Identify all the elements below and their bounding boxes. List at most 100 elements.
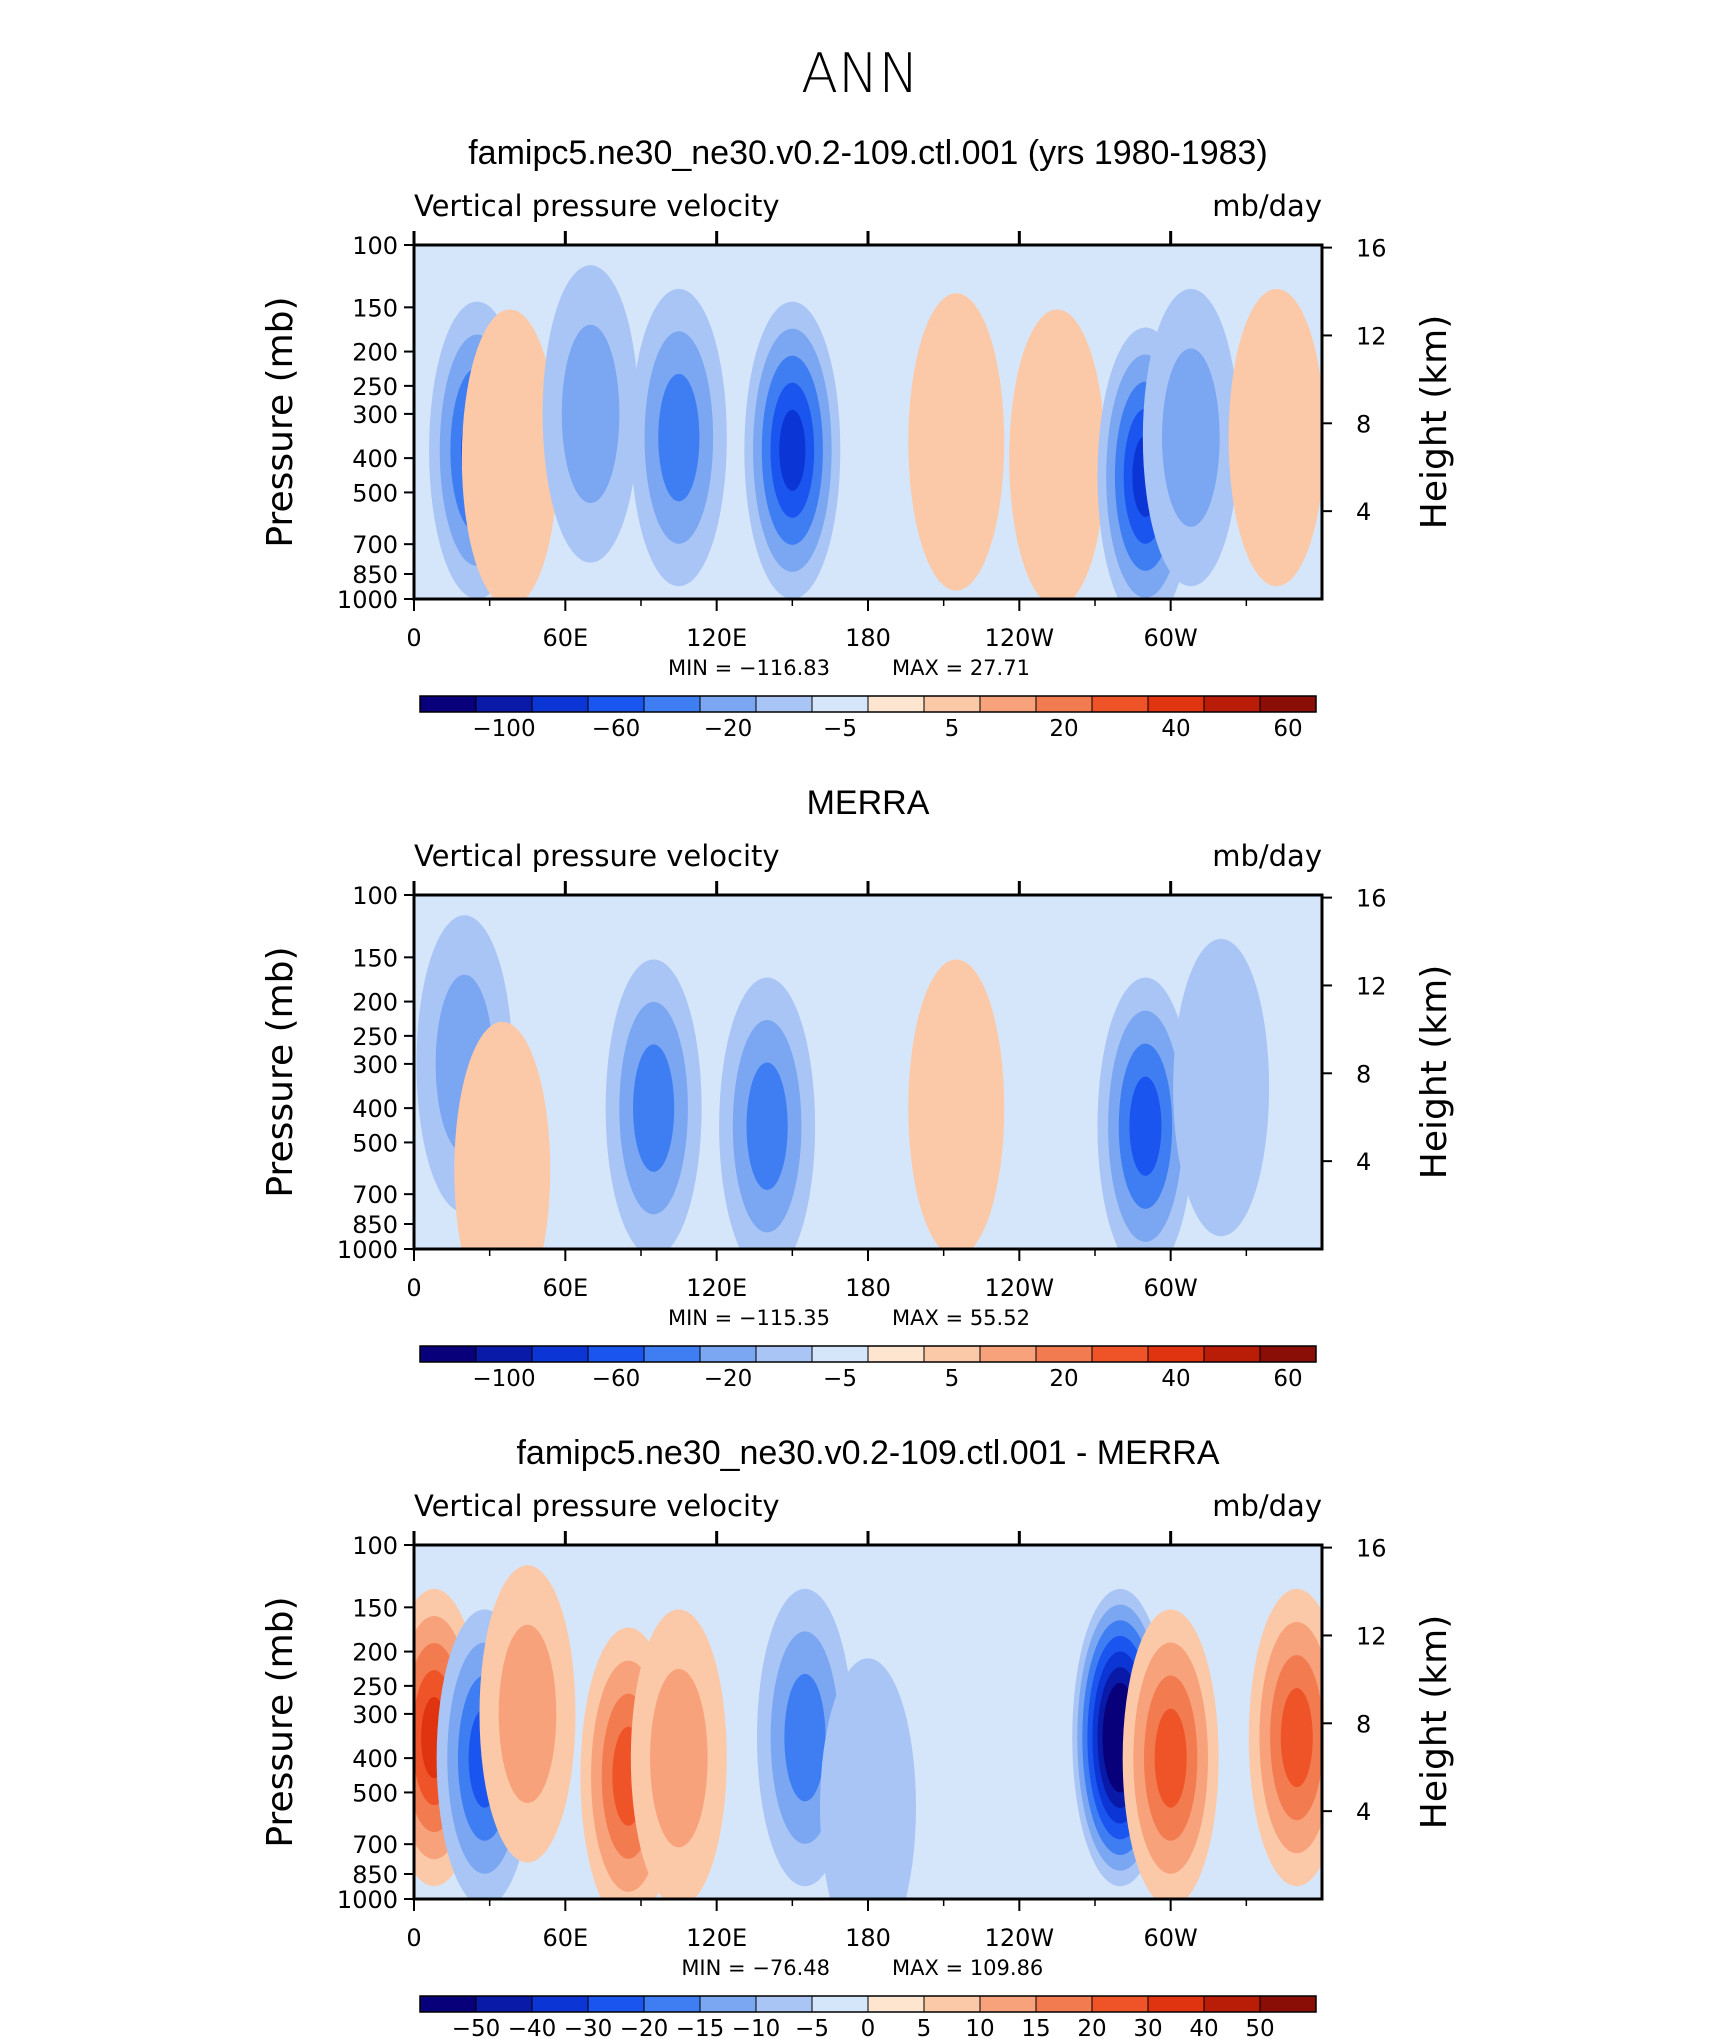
colorbar-swatch — [755, 1345, 813, 1363]
colorbar-swatch — [811, 695, 869, 713]
y-tick-label: 500 — [352, 1779, 398, 1807]
y-tick-label: 700 — [352, 1831, 398, 1859]
colorbar-swatch — [1091, 1345, 1149, 1363]
colorbar-label: −5 — [795, 2016, 829, 2038]
colorbar-swatch — [531, 695, 589, 713]
x-tick-label: 180 — [845, 1924, 891, 1952]
y2-tick-label: 8 — [1356, 410, 1371, 438]
colorbar-swatch — [475, 695, 533, 713]
x-tick-label: 60W — [1144, 1274, 1198, 1302]
colorbar-label: 60 — [1273, 716, 1302, 742]
left-string: Vertical pressure velocity — [414, 189, 780, 223]
colorbar-swatch — [587, 1995, 645, 2013]
colorbar-label: 40 — [1189, 2016, 1218, 2038]
colorbar-swatch — [979, 695, 1037, 713]
colorbar-label: 50 — [1245, 2016, 1274, 2038]
y-tick-label: 300 — [352, 401, 398, 429]
colorbar-label: −50 — [452, 2016, 501, 2038]
colorbar-swatch — [587, 695, 645, 713]
colorbar-label: 5 — [917, 2016, 932, 2038]
x-tick-label: 120W — [985, 1924, 1055, 1952]
colorbar-frame — [419, 1995, 1317, 2013]
contour-level-5-1 — [908, 959, 1005, 1249]
contour-level-4-3 — [746, 1062, 788, 1190]
y2-tick-label: 8 — [1356, 1060, 1371, 1088]
y-tick-label: 250 — [352, 1673, 398, 1701]
right-string: mb/day — [1212, 189, 1322, 223]
y-tick-label: 200 — [352, 989, 398, 1017]
contour-level-6-4 — [1129, 1076, 1162, 1176]
colorbar-swatch — [699, 1995, 757, 2013]
colorbar-label: −10 — [732, 2016, 781, 2038]
right-string: mb/day — [1212, 1489, 1322, 1523]
y-tick-label: 1000 — [337, 586, 398, 614]
colorbar-label: 10 — [965, 2016, 994, 2038]
y-tick-label: 200 — [352, 339, 398, 367]
colorbar-swatch — [979, 1995, 1037, 2013]
y2-tick-label: 12 — [1356, 1622, 1387, 1650]
contour-level-5-2 — [650, 1668, 708, 1848]
colorbar-label: −30 — [564, 2016, 613, 2038]
colorbar-swatch — [811, 1995, 869, 2013]
colorbar-swatch — [1203, 1995, 1261, 2013]
colorbar-label: 40 — [1161, 716, 1190, 742]
contour-level-3-3 — [633, 1044, 675, 1172]
y-tick-label: 100 — [352, 232, 398, 260]
colorbar-swatch — [699, 695, 757, 713]
contour-level-3-2 — [498, 1624, 557, 1804]
colorbar-swatch — [419, 1995, 477, 2013]
colorbar-label: −100 — [472, 716, 535, 742]
x-tick-label: 60E — [542, 624, 588, 652]
colorbar-swatch — [643, 1345, 701, 1363]
contour-level-10-4 — [1280, 1688, 1313, 1788]
colorbar-swatch — [1259, 1995, 1317, 2013]
y-tick-label: 1000 — [337, 1236, 398, 1264]
panel-title: famipc5.ne30_ne30.v0.2-109.ctl.001 (yrs … — [468, 134, 1268, 172]
y-axis-label: Pressure (mb) — [260, 1596, 301, 1847]
colorbar-swatch — [531, 1345, 589, 1363]
x-tick-label: 120W — [985, 1274, 1055, 1302]
colorbar-swatch — [755, 695, 813, 713]
colorbar-label: 20 — [1077, 2016, 1106, 2038]
contour-level-6-3 — [784, 1673, 826, 1802]
colorbar-label: 5 — [945, 716, 960, 742]
min-value: MIN = −115.35 — [668, 1306, 830, 1330]
colorbar-swatch — [1203, 1345, 1261, 1363]
y2-axis-label: Height (km) — [1414, 1615, 1455, 1829]
y-tick-label: 850 — [352, 1861, 398, 1889]
x-tick-label: 0 — [406, 624, 421, 652]
panel-2: MERRA Vertical pressure velocity mb/day 100… — [260, 784, 1455, 1392]
x-tick-label: 120E — [686, 624, 747, 652]
colorbar-swatch — [979, 1345, 1037, 1363]
colorbar-label: −60 — [592, 716, 641, 742]
left-string: Vertical pressure velocity — [414, 839, 780, 873]
contour-level-9-4 — [1154, 1708, 1187, 1808]
contour-level-2-1 — [454, 1021, 551, 1249]
y2-tick-label: 4 — [1356, 1798, 1371, 1826]
colorbar-label: −5 — [823, 716, 857, 742]
colorbar-swatch — [1259, 695, 1317, 713]
left-string: Vertical pressure velocity — [414, 1489, 780, 1523]
colorbar-swatch — [1035, 695, 1093, 713]
y2-tick-label: 16 — [1356, 885, 1387, 913]
colorbar-frame — [419, 695, 1317, 713]
colorbar-swatch — [867, 695, 925, 713]
min-value: MIN = −116.83 — [668, 656, 830, 680]
y-tick-label: 850 — [352, 561, 398, 589]
panel-title: famipc5.ne30_ne30.v0.2-109.ctl.001 - MER… — [516, 1434, 1219, 1472]
y-tick-label: 400 — [352, 445, 398, 473]
y-tick-label: 700 — [352, 1181, 398, 1209]
x-tick-label: 60E — [542, 1274, 588, 1302]
colorbar-label: 30 — [1133, 2016, 1162, 2038]
colorbar-swatch — [1147, 695, 1205, 713]
contour-level-7-1 — [1009, 309, 1106, 599]
y2-tick-label: 16 — [1356, 1535, 1387, 1563]
colorbar-swatch — [923, 1995, 981, 2013]
colorbar-swatch — [531, 1995, 589, 2013]
colorbar-swatch — [699, 1345, 757, 1363]
y-tick-label: 500 — [352, 479, 398, 507]
colorbar-label: 60 — [1273, 1366, 1302, 1392]
y-tick-label: 700 — [352, 531, 398, 559]
colorbar-swatch — [923, 1345, 981, 1363]
